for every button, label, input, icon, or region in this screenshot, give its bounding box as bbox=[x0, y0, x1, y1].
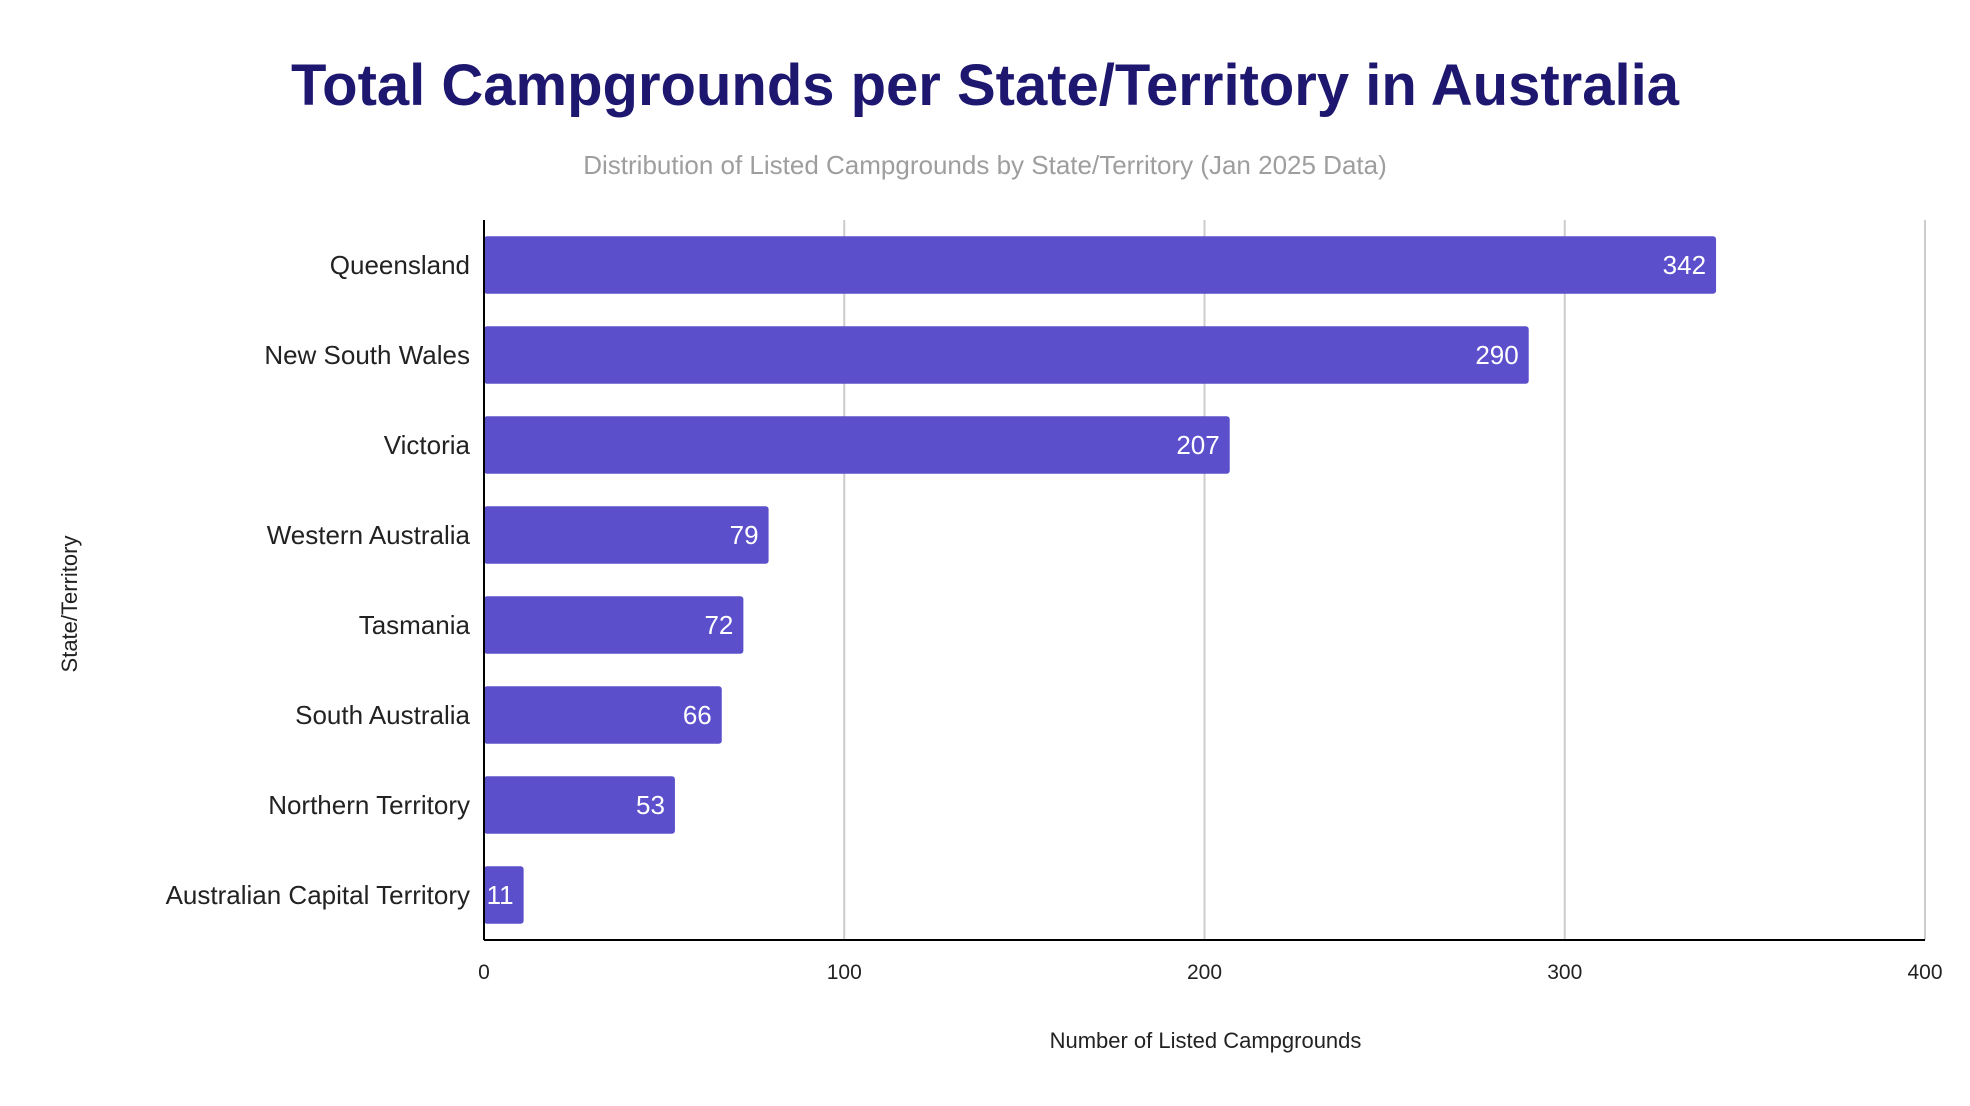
data-label: 290 bbox=[1475, 340, 1518, 370]
chart-title: Total Campgrounds per State/Territory in… bbox=[291, 53, 1679, 118]
x-tick-label: 0 bbox=[478, 961, 490, 984]
chart-subtitle: Distribution of Listed Campgrounds by St… bbox=[583, 150, 1387, 180]
y-tick-label: Northern Territory bbox=[268, 790, 470, 820]
bars bbox=[484, 236, 1717, 924]
x-tick-label: 300 bbox=[1547, 961, 1582, 984]
data-labels: 342 290 207 79 72 66 53 11 bbox=[487, 250, 1706, 910]
y-tick-label: South Australia bbox=[295, 700, 470, 730]
y-tick-label: Tasmania bbox=[359, 610, 471, 640]
bar bbox=[484, 686, 722, 744]
x-tick-label: 100 bbox=[827, 961, 862, 984]
data-label: 11 bbox=[487, 880, 514, 910]
bar bbox=[484, 236, 1717, 294]
y-tick-label: Queensland bbox=[330, 250, 470, 280]
bar bbox=[484, 866, 524, 924]
bar bbox=[484, 416, 1230, 474]
category-labels: Queensland New South Wales Victoria Western… bbox=[166, 250, 471, 910]
x-axis-title: Number of Listed Campgrounds bbox=[1050, 1028, 1362, 1053]
y-tick-label: Western Australia bbox=[267, 520, 471, 550]
x-tick-label: 400 bbox=[1907, 961, 1942, 984]
data-label: 79 bbox=[730, 520, 759, 550]
y-tick-label: Victoria bbox=[384, 430, 471, 460]
bar bbox=[484, 776, 675, 834]
bar bbox=[484, 326, 1529, 384]
y-tick-label: Australian Capital Territory bbox=[166, 880, 470, 910]
y-tick-label: New South Wales bbox=[264, 340, 470, 370]
bar bbox=[484, 506, 769, 564]
data-label: 72 bbox=[704, 610, 733, 640]
data-label: 53 bbox=[636, 790, 665, 820]
data-label: 342 bbox=[1663, 250, 1706, 280]
x-tick-labels: 0 100 200 300 400 bbox=[478, 961, 1942, 984]
x-tick-label: 200 bbox=[1187, 961, 1222, 984]
y-axis-title: State/Territory bbox=[57, 536, 82, 673]
data-label: 66 bbox=[683, 700, 712, 730]
data-label: 207 bbox=[1176, 430, 1219, 460]
bar bbox=[484, 596, 744, 654]
